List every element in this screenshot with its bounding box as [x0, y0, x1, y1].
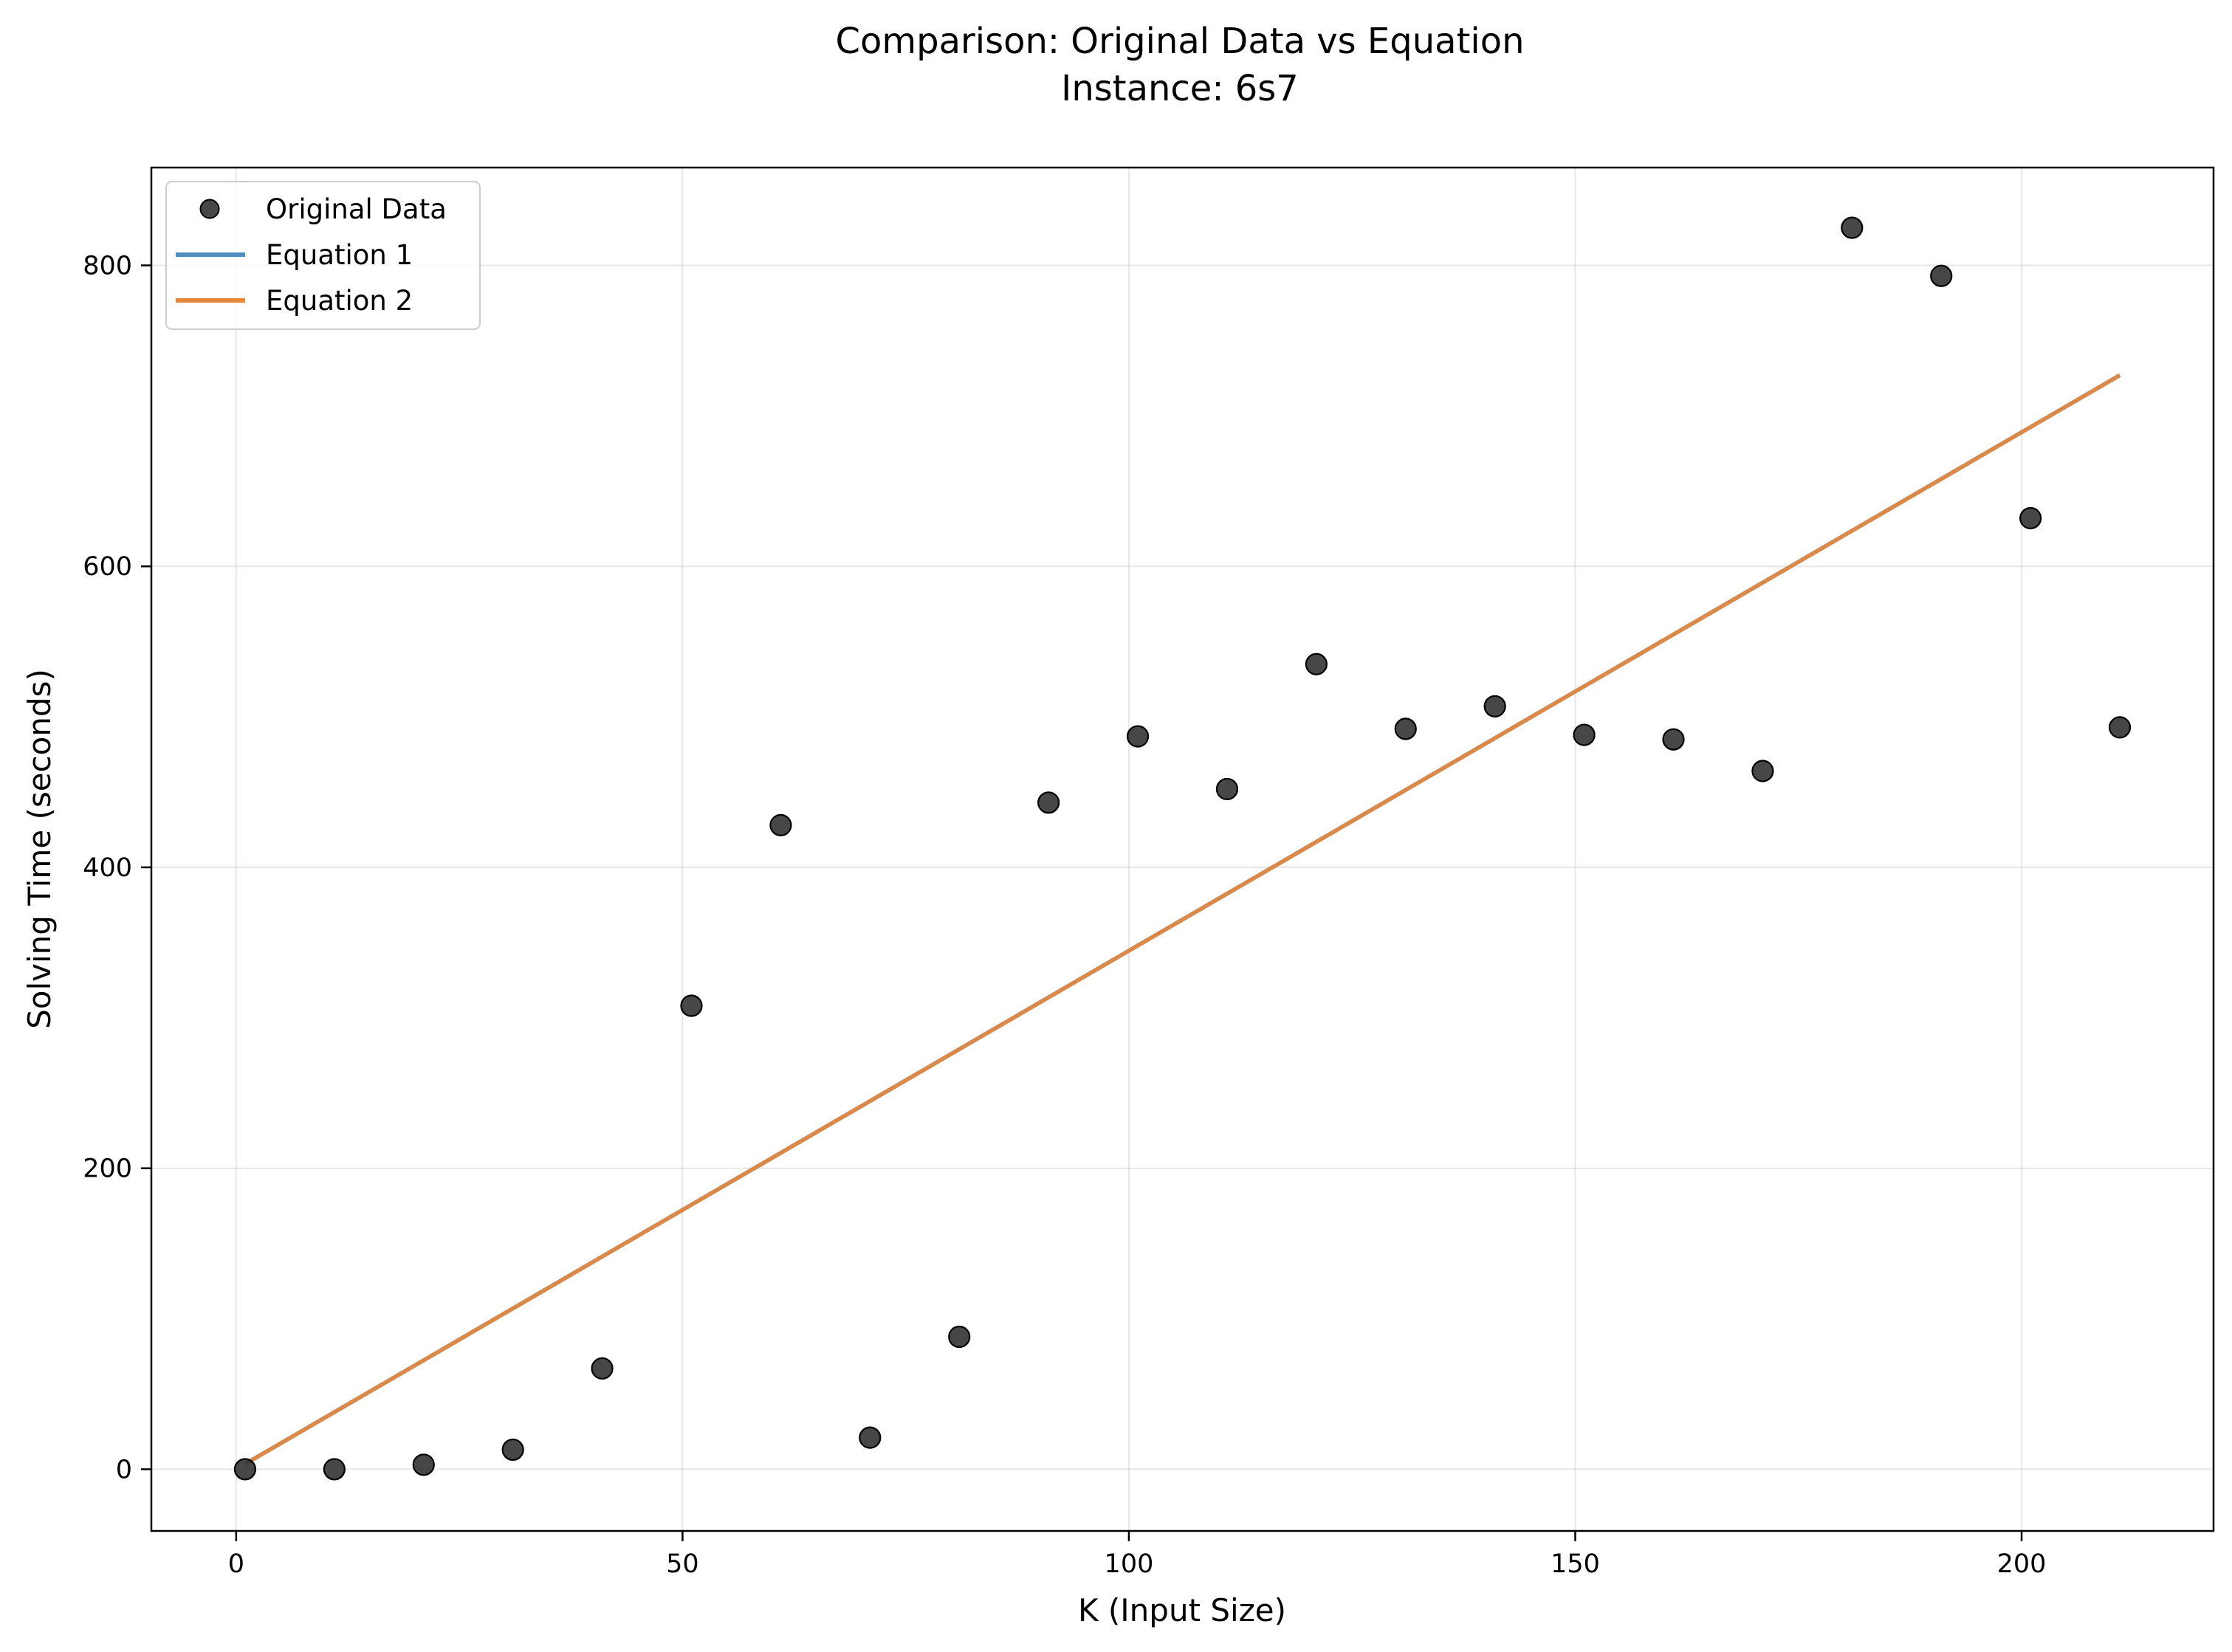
data-point-20	[2019, 506, 2042, 530]
y-tick-label-2: 400	[83, 853, 132, 883]
data-point-9	[1037, 791, 1060, 814]
data-point-11	[1215, 777, 1239, 801]
data-point-8	[948, 1325, 971, 1349]
data-point-15	[1573, 723, 1596, 746]
y-tick-label-4: 800	[83, 252, 132, 281]
data-point-2	[412, 1453, 435, 1476]
data-point-0	[233, 1458, 257, 1481]
x-tick-label-1: 50	[666, 1549, 699, 1579]
grid	[151, 168, 2214, 1531]
chart-title: Comparison: Original Data vs Equation	[835, 21, 1524, 62]
data-point-16	[1662, 728, 1685, 751]
data-point-1	[323, 1458, 346, 1481]
data-points	[233, 216, 2132, 1481]
data-point-6	[769, 813, 792, 836]
data-point-13	[1394, 717, 1417, 740]
legend-label-equation-1: Equation 1	[266, 239, 413, 271]
x-tick-label-0: 0	[228, 1549, 244, 1579]
chart-subtitle: Instance: 6s7	[1061, 68, 1299, 109]
y-tick-label-3: 600	[83, 552, 132, 582]
legend-box	[165, 181, 481, 330]
legend-marker-original-data	[199, 199, 220, 219]
x-tick-label-4: 200	[1997, 1549, 2047, 1579]
x-axis: 0 50 100 150 200	[228, 1531, 2047, 1579]
plot-frame	[150, 166, 2215, 1532]
data-point-5	[680, 994, 703, 1017]
x-tick-label-2: 100	[1105, 1549, 1154, 1579]
data-point-4	[591, 1357, 614, 1380]
data-point-19	[1930, 264, 1953, 287]
equation-lines	[244, 373, 2121, 1466]
data-point-7	[859, 1426, 882, 1449]
data-point-17	[1751, 760, 1774, 782]
legend-label-equation-2: Equation 2	[266, 285, 413, 317]
y-tick-label-1: 200	[83, 1154, 132, 1184]
legend: Original Data Equation 1 Equation 2	[165, 181, 481, 330]
data-point-21	[2108, 716, 2132, 739]
line-equation-2	[244, 373, 2121, 1466]
x-tick-label-3: 150	[1551, 1549, 1600, 1579]
data-point-10	[1126, 725, 1150, 748]
data-point-18	[1841, 216, 1864, 239]
legend-label-original-data: Original Data	[266, 193, 447, 225]
data-point-3	[501, 1438, 524, 1462]
data-point-12	[1305, 653, 1328, 675]
y-tick-label-0: 0	[116, 1455, 132, 1484]
data-point-14	[1483, 695, 1506, 717]
x-axis-label: K (Input Size)	[1078, 1592, 1286, 1628]
y-axis-label: Solving Time (seconds)	[21, 669, 58, 1029]
y-axis: 0 200 400 600 800	[83, 252, 151, 1484]
